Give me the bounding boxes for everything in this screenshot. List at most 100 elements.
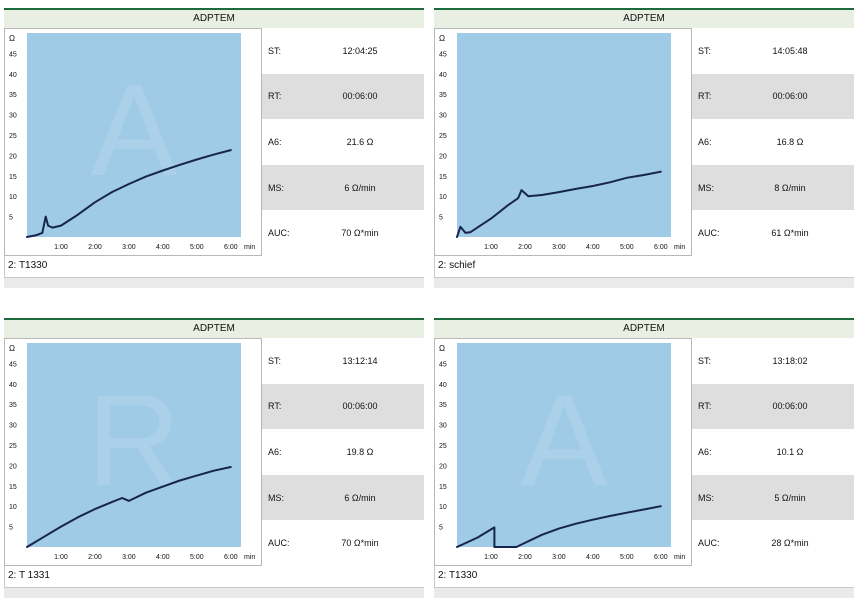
x-tick-label: 3:00 [552, 244, 566, 251]
x-tick-label: 6:00 [654, 554, 668, 561]
y-tick-label: 20 [439, 463, 447, 470]
panel-footer: 2: schief [434, 256, 854, 278]
stat-label: RT: [268, 91, 282, 102]
footer-strip [434, 588, 854, 598]
adptem-panel: ADPTEM R Ω 5 10 15 20 25 30 35 40 45 1:00 2:00 3:00 4:… [4, 318, 424, 598]
x-tick-label: 2:00 [518, 244, 532, 251]
stat-value: 00:06:00 [772, 91, 808, 102]
adptem-chart: A Ω 5 10 15 20 25 30 35 40 45 1:00 2:00 3:00 4:00 5:00 6… [9, 33, 255, 251]
stat-value: 6 Ω/min [344, 182, 376, 193]
stat-value: 00:06:00 [772, 401, 808, 412]
stat-row-rt: RT: 00:06:00 [692, 73, 854, 120]
x-tick-label: 1:00 [54, 244, 68, 251]
x-axis-unit: min [674, 244, 685, 251]
y-tick-label: 25 [9, 443, 17, 450]
x-tick-label: 6:00 [654, 244, 668, 251]
stat-value: 8 Ω/min [774, 182, 806, 193]
x-tick-label: 2:00 [88, 244, 102, 251]
y-tick-label: 5 [439, 525, 443, 532]
panel-header: ADPTEM [434, 8, 854, 28]
stat-row-st: ST: 12:04:25 [262, 28, 424, 74]
adptem-chart: R Ω 5 10 15 20 25 30 35 40 45 1:00 2:00 3:00 4:00 5:00 6… [9, 343, 255, 561]
y-tick-label: 20 [9, 153, 17, 160]
stat-label: AUC: [698, 538, 720, 549]
x-tick-label: 1:00 [54, 554, 68, 561]
y-axis-unit: Ω [439, 344, 445, 353]
watermark-letter: A [521, 367, 608, 513]
x-tick-label: 3:00 [552, 554, 566, 561]
x-tick-label: 5:00 [190, 554, 204, 561]
y-tick-label: 45 [439, 51, 447, 58]
y-tick-label: 15 [9, 484, 17, 491]
stat-value: 19.8 Ω [346, 446, 374, 457]
stat-row-auc: AUC: 70 Ω*min [262, 520, 424, 566]
stat-label: RT: [698, 91, 712, 102]
adptem-chart: Ω 5 10 15 20 25 30 35 40 45 1:00 2:00 3:00 4:00 5:00 6:… [439, 33, 685, 251]
x-tick-label: 4:00 [156, 554, 170, 561]
stat-value: 13:18:02 [772, 355, 808, 366]
y-axis-unit: Ω [9, 344, 15, 353]
y-tick-label: 10 [439, 504, 447, 511]
adptem-panel: ADPTEM A Ω 5 10 15 20 25 30 35 40 45 1:00 2:00 3:00 4:… [4, 8, 424, 288]
stat-label: MS: [698, 492, 715, 503]
x-tick-label: 5:00 [190, 244, 204, 251]
panel-footer: 2: T1330 [434, 566, 854, 588]
stat-row-ms: MS: 8 Ω/min [692, 164, 854, 211]
panel-header: ADPTEM [4, 8, 424, 28]
y-axis-unit: Ω [9, 34, 15, 43]
adptem-panel: ADPTEM A Ω 5 10 15 20 25 30 35 40 45 1:00 2:00 3:00 4:… [434, 318, 854, 598]
y-tick-label: 40 [9, 382, 17, 389]
plot-background [457, 33, 671, 237]
x-tick-label: 2:00 [518, 554, 532, 561]
watermark-letter: A [91, 57, 178, 203]
stat-row-rt: RT: 00:06:00 [262, 73, 424, 120]
y-tick-label: 45 [9, 51, 17, 58]
stat-value: 00:06:00 [342, 401, 378, 412]
y-tick-label: 15 [439, 174, 447, 181]
adptem-panel: ADPTEM Ω 5 10 15 20 25 30 35 40 45 1:00 2:00 3:00 4:0… [434, 8, 854, 288]
stat-row-st: ST: 14:05:48 [692, 28, 854, 74]
x-tick-label: 2:00 [88, 554, 102, 561]
panel-footer: 2: T1330 [4, 256, 424, 278]
stat-value: 28 Ω*min [771, 538, 809, 549]
x-axis-unit: min [244, 554, 255, 561]
y-tick-label: 30 [439, 423, 447, 430]
y-tick-label: 45 [439, 361, 447, 368]
y-tick-label: 25 [9, 133, 17, 140]
y-tick-label: 40 [9, 72, 17, 79]
series-line [26, 466, 232, 548]
stat-label: A6: [268, 446, 282, 457]
stat-row-auc: AUC: 28 Ω*min [692, 520, 854, 566]
stat-label: MS: [698, 182, 715, 193]
stat-value: 10.1 Ω [776, 446, 804, 457]
y-tick-label: 35 [9, 402, 17, 409]
stats-table: ST: 13:18:02 RT: 00:06:00 A6: 10.1 Ω MS: 5 Ω… [692, 338, 854, 566]
x-tick-label: 6:00 [224, 244, 238, 251]
stats-table: ST: 12:04:25 RT: 00:06:00 A6: 21.6 Ω MS: 6 Ω… [262, 28, 424, 256]
stat-value: 14:05:48 [772, 45, 808, 56]
stat-label: A6: [698, 446, 712, 457]
y-tick-label: 10 [9, 504, 17, 511]
stats-table: ST: 14:05:48 RT: 00:06:00 A6: 16.8 Ω MS: 8 Ω… [692, 28, 854, 256]
x-axis-unit: min [674, 554, 685, 561]
stat-label: A6: [268, 136, 282, 147]
x-tick-label: 6:00 [224, 554, 238, 561]
stat-value: 13:12:14 [342, 355, 378, 366]
stat-row-a6: A6: 10.1 Ω [692, 429, 854, 475]
stat-row-a6: A6: 16.8 Ω [692, 119, 854, 165]
stat-label: MS: [268, 492, 285, 503]
stat-label: ST: [698, 45, 712, 56]
watermark-letter: R [87, 367, 181, 513]
adptem-chart: A Ω 5 10 15 20 25 30 35 40 45 1:00 2:00 3:00 4:00 5:00 6… [439, 343, 685, 561]
stat-row-ms: MS: 6 Ω/min [262, 164, 424, 211]
y-tick-label: 35 [9, 92, 17, 99]
y-tick-label: 35 [439, 92, 447, 99]
plot-background [457, 343, 671, 547]
footer-strip [434, 278, 854, 288]
stat-row-auc: AUC: 70 Ω*min [262, 210, 424, 256]
stat-row-ms: MS: 5 Ω/min [692, 474, 854, 521]
stat-value: 5 Ω/min [774, 492, 806, 503]
stat-label: A6: [698, 136, 712, 147]
stat-value: 70 Ω*min [341, 538, 379, 549]
stat-row-ms: MS: 6 Ω/min [262, 474, 424, 521]
